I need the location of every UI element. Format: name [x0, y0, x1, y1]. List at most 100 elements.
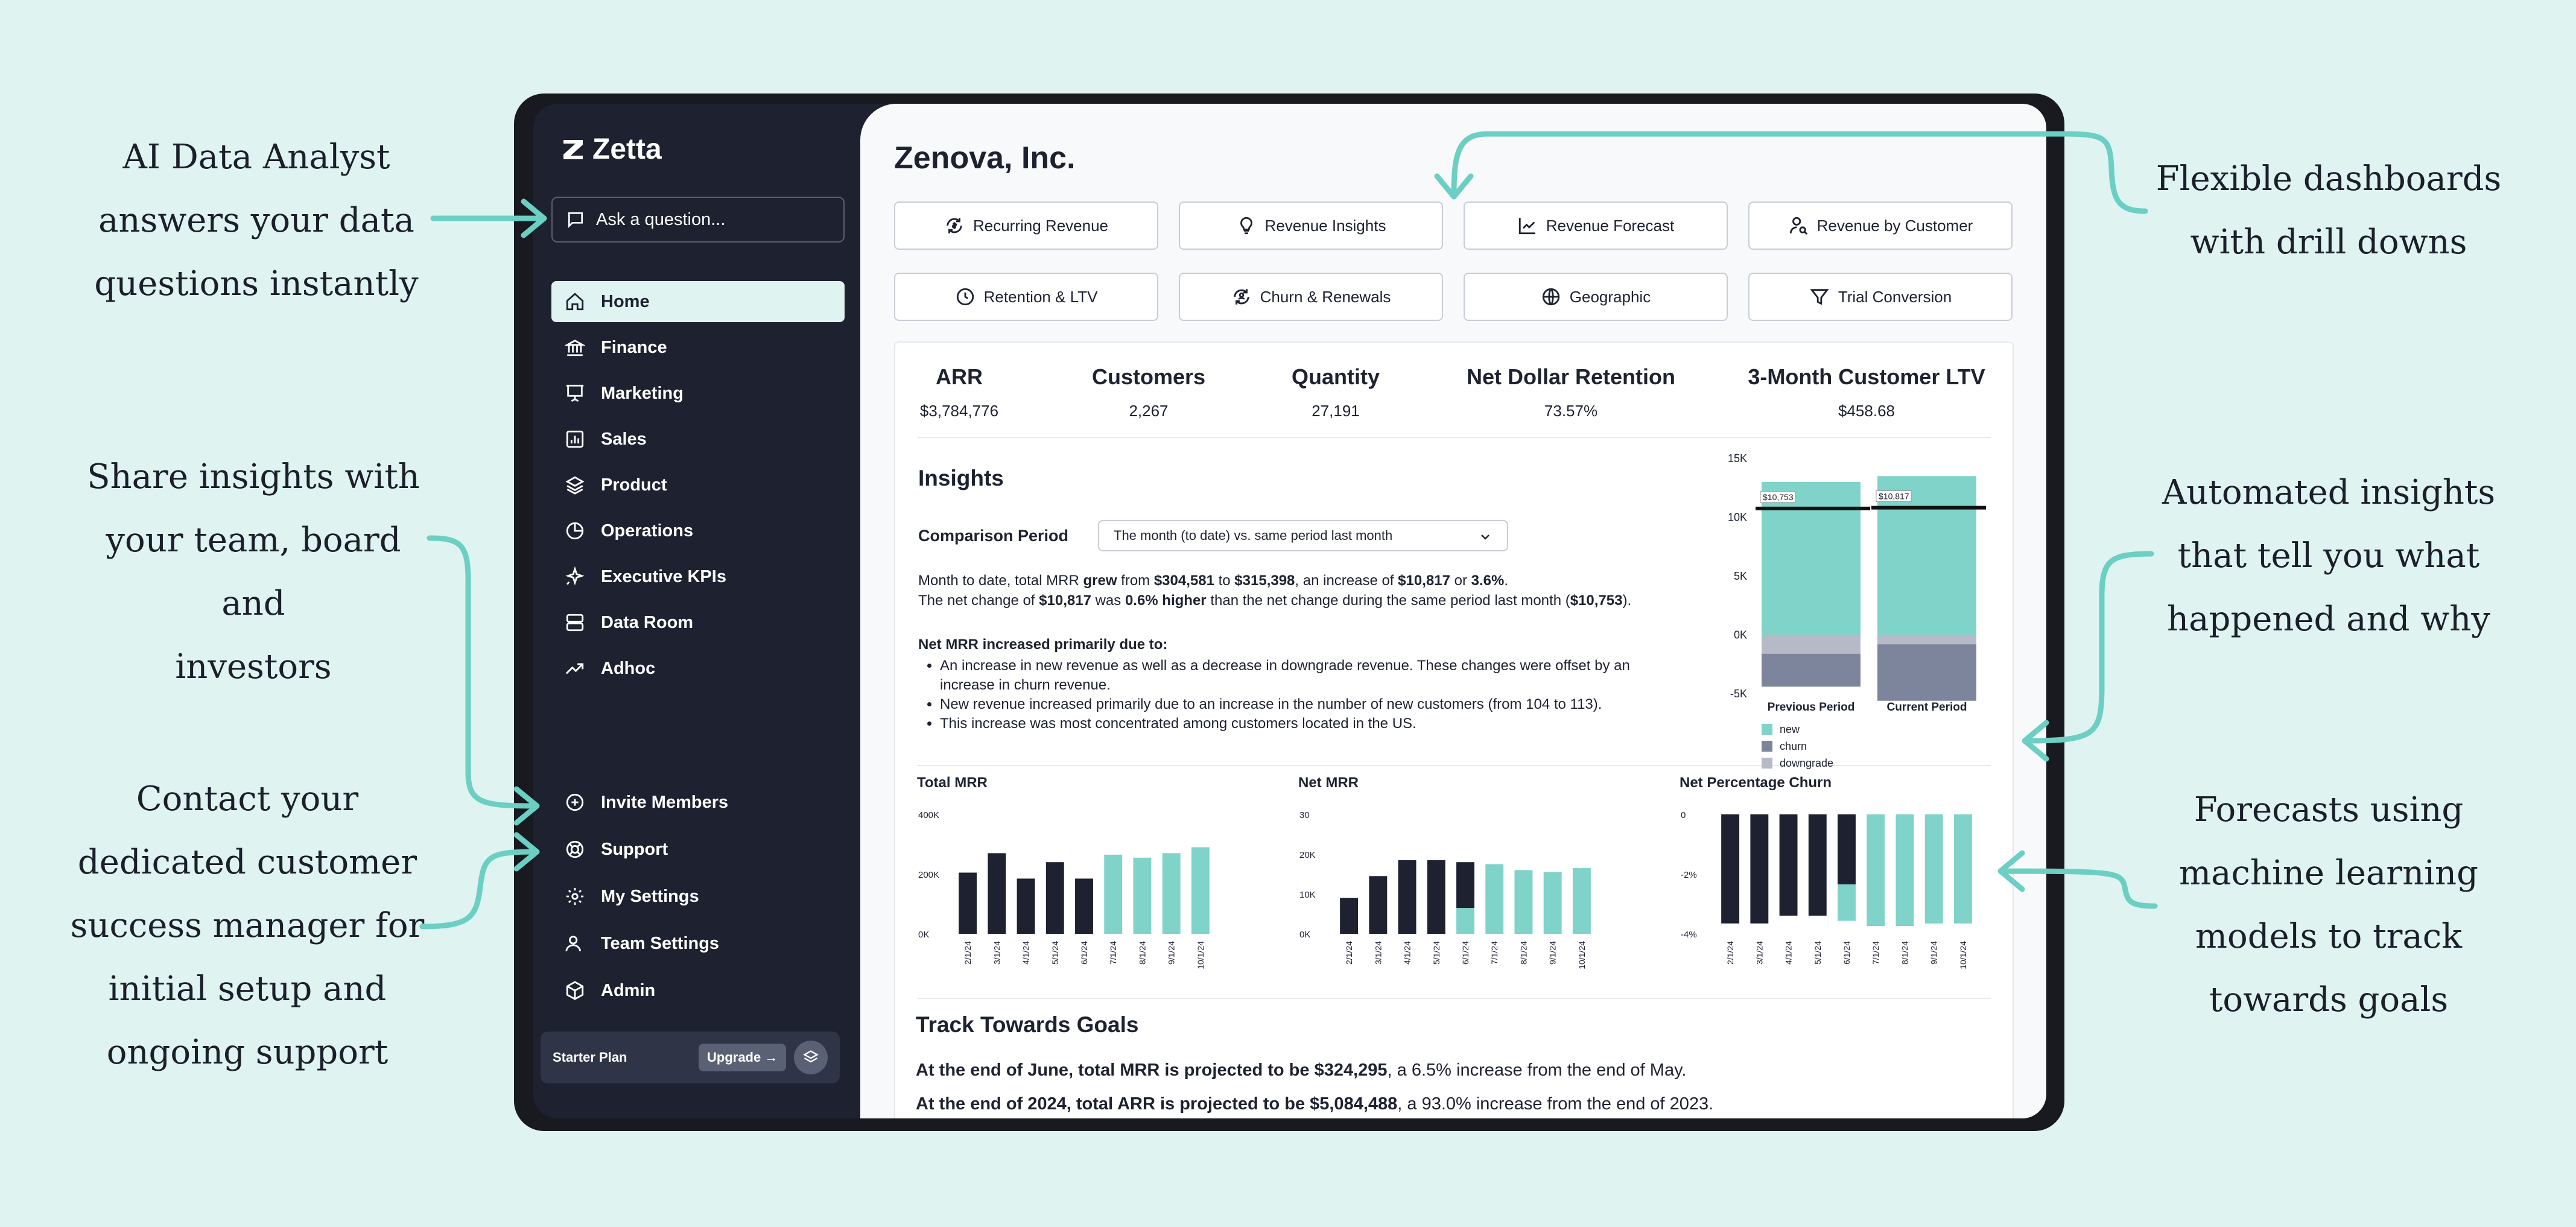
kpi-value: $3,784,776	[919, 402, 999, 420]
main-content: Zenova, Inc. Recurring Revenue Revenue I…	[860, 104, 2046, 1118]
x-tick-label: 10/1/24	[1577, 941, 1587, 969]
goals-title: Track Towards Goals	[916, 1012, 1139, 1037]
sidebar-item-sales[interactable]: Sales	[551, 419, 845, 460]
annotation-ai-analyst: AI Data Analyst answers your data questi…	[94, 138, 419, 303]
list-item: An increase in new revenue as well as a …	[940, 656, 1678, 695]
x-tick-label: 8/1/24	[1137, 941, 1147, 965]
chevron-down-icon	[1481, 534, 1489, 540]
revenue-forecast-button[interactable]: Revenue Forecast	[1464, 201, 1728, 250]
bar	[1133, 857, 1152, 934]
bar-forecast	[1896, 814, 1914, 927]
net-mrr-title: Net MRR	[1298, 775, 1359, 791]
comparison-period-select[interactable]: The month (to date) vs. same period last…	[1098, 520, 1508, 551]
logo[interactable]: Zetta	[561, 133, 662, 166]
bar-actual	[1808, 814, 1827, 916]
logo-text: Zetta	[592, 133, 662, 165]
retention-ltv-button[interactable]: Retention & LTV	[894, 273, 1158, 321]
net-label-box	[1876, 490, 1912, 503]
list-item: This increase was most concentrated amon…	[940, 714, 1678, 734]
bar-new	[1877, 476, 1976, 635]
goal-line-1: At the end of June, total MRR is project…	[916, 1061, 1687, 1080]
bar	[988, 853, 1006, 934]
drivers-list: An increase in new revenue as well as a …	[918, 656, 1678, 734]
sidebar-item-admin[interactable]: Admin	[551, 970, 845, 1011]
filter-icon	[1810, 289, 1829, 305]
user-search-icon	[1789, 217, 1807, 235]
recurring-revenue-button[interactable]: Recurring Revenue	[894, 201, 1158, 250]
revenue-insights-button[interactable]: Revenue Insights	[1179, 201, 1443, 250]
ask-question-input[interactable]: Ask a question...	[551, 197, 845, 243]
upgrade-button[interactable]: Upgrade →	[699, 1044, 787, 1071]
kpi-label: 3-Month Customer LTV	[1748, 364, 1985, 389]
kpi-value: 73.57%	[1544, 402, 1598, 420]
geographic-button[interactable]: Geographic	[1464, 273, 1728, 321]
kpi-net-dollar-retention[interactable]: Net Dollar Retention 73.57%	[1444, 364, 1698, 420]
sidebar-item-invite-members[interactable]: Invite Members	[551, 782, 845, 823]
y-tick-label: 200K	[918, 870, 939, 880]
bar	[1191, 847, 1210, 934]
arrow-ai-analyst	[430, 198, 547, 238]
kpi-value: 27,191	[1312, 402, 1360, 420]
bar-actual	[1721, 814, 1740, 924]
bar-chart-icon	[566, 430, 584, 448]
y-tick-label: 10K	[1728, 512, 1747, 524]
y-tick-label: 0K	[918, 930, 929, 940]
bar-actual	[1369, 876, 1388, 934]
chat-icon	[568, 212, 583, 228]
y-tick-label: 0K	[1734, 629, 1747, 641]
legend-label: new	[1780, 723, 1800, 735]
trial-conversion-button[interactable]: Trial Conversion	[1748, 273, 2013, 321]
sidebar-item-my-settings[interactable]: My Settings	[551, 876, 845, 917]
sidebar-item-finance[interactable]: Finance	[551, 327, 845, 368]
x-tick-label: Previous Period	[1768, 701, 1855, 714]
dashboard-panel: ARR $3,784,776 Customers 2,267 Quantity …	[894, 341, 2014, 1118]
y-tick-label: -2%	[1681, 870, 1697, 880]
plan-switch-button[interactable]	[794, 1041, 828, 1074]
arrow-dashboards	[1434, 131, 2148, 214]
cube-icon	[566, 981, 584, 1000]
y-tick-label: -5K	[1730, 688, 1747, 700]
kpi-arr[interactable]: ARR $3,784,776	[917, 364, 1001, 420]
bar-downgrade	[1877, 635, 1976, 645]
x-tick-label: 7/1/24	[1489, 941, 1499, 965]
x-tick-label: 2/1/24	[1344, 941, 1354, 965]
sidebar-item-team-settings[interactable]: Team Settings	[551, 923, 845, 964]
trend-up-icon	[1518, 218, 1535, 235]
x-tick-label: 5/1/24	[1813, 941, 1823, 965]
sidebar-item-executive-kpis[interactable]: Executive KPIs	[551, 556, 845, 597]
bar-forecast	[1924, 814, 1943, 924]
sidebar-item-data-room[interactable]: Data Room	[551, 602, 845, 643]
x-tick-label: 10/1/24	[1196, 941, 1205, 969]
x-tick-label: 5/1/24	[1432, 941, 1441, 965]
sidebar-item-support[interactable]: Support	[551, 829, 845, 870]
charts-canvas: 15K 10K 5K 0K -5K $10,753 Previous Period $10,8…	[918, 452, 1986, 969]
bar	[1162, 853, 1181, 934]
net-churn-title: Net Percentage Churn	[1680, 775, 1832, 791]
arrow-contact	[419, 832, 540, 930]
insights-title: Insights	[918, 466, 1004, 490]
bar-forecast	[1543, 872, 1562, 934]
net-label-box	[1760, 491, 1796, 503]
revenue-by-customer-button[interactable]: Revenue by Customer	[1748, 201, 2013, 250]
sidebar-item-home[interactable]: Home	[551, 281, 845, 322]
divider	[917, 998, 1991, 999]
y-tick-label: 0	[1681, 810, 1686, 820]
bar-forecast	[1953, 814, 1972, 924]
net-change-label: $10,817	[1879, 492, 1909, 501]
page-title: Zenova, Inc.	[894, 141, 1076, 176]
sidebar-item-product[interactable]: Product	[551, 464, 845, 506]
kpi-customers[interactable]: Customers 2,267	[1076, 364, 1221, 420]
arrow-share	[427, 535, 540, 826]
kpi-customer-ltv[interactable]: 3-Month Customer LTV $458.68	[1734, 364, 1999, 420]
kpi-quantity[interactable]: Quantity 27,191	[1263, 364, 1408, 420]
ask-placeholder: Ask a question...	[596, 209, 726, 229]
annotation-share: Share insights with your team, board and…	[87, 457, 420, 686]
sidebar-item-marketing[interactable]: Marketing	[551, 373, 845, 414]
refresh-dollar-icon	[947, 218, 962, 233]
x-tick-label: 5/1/24	[1050, 941, 1060, 965]
drivers-title: Net MRR increased primarily due to:	[918, 636, 1168, 653]
sidebar-item-adhoc[interactable]: Adhoc	[551, 648, 845, 689]
sidebar-item-operations[interactable]: Operations	[551, 510, 845, 551]
y-tick-label: 15K	[1728, 452, 1747, 464]
churn-renewals-button[interactable]: Churn & Renewals	[1179, 273, 1443, 321]
